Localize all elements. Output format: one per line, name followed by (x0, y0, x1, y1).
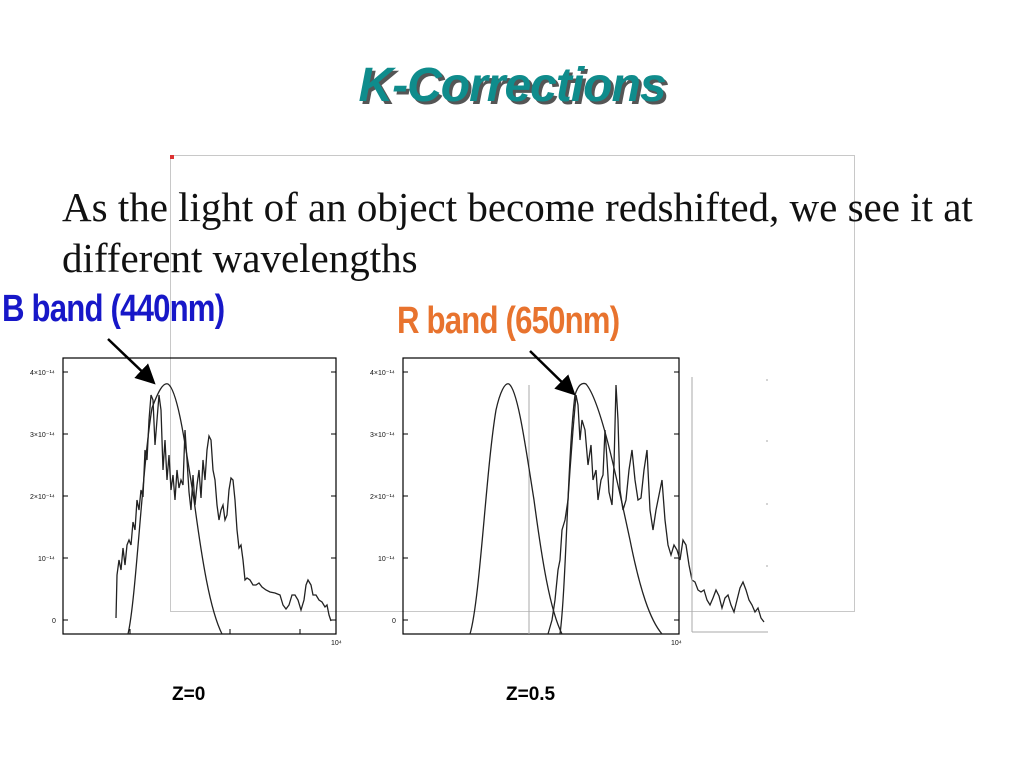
plot-z0: 4×10⁻¹⁴ 3×10⁻¹⁴ 2×10⁻¹⁴ 10⁻¹⁴ 0 10⁴ (30, 338, 342, 647)
plot-z05-r-filter-curve (559, 382, 663, 635)
z05-label: Z=0.5 (506, 684, 556, 705)
z0-label: Z=0 (172, 684, 206, 705)
b-band-arrow (107, 338, 156, 385)
embedded-object-icon (170, 155, 174, 159)
embedded-figure-frame (170, 155, 855, 612)
plot-z05-b-filter-curve (469, 383, 563, 635)
plot-z05-ytick-1: 10⁻¹⁴ (378, 556, 395, 563)
r-band-arrow (529, 350, 576, 396)
plot-z05-xtick: 10⁴ (671, 640, 682, 647)
plot-z0-xtick: 10⁴ (331, 640, 342, 647)
plot-z05-shifted-spectrum (547, 384, 765, 635)
plot-z0-ytick-4: 4×10⁻¹⁴ (30, 370, 55, 377)
plot-z0-frame (62, 357, 337, 635)
embedded-plot-edge (691, 377, 768, 633)
plot-z05-ytick-3: 3×10⁻¹⁴ (370, 432, 395, 439)
plot-z0-ytick-0: 0 (52, 618, 56, 625)
plot-z0-ytick-3: 3×10⁻¹⁴ (30, 432, 55, 439)
plot-z0-ytick-2: 2×10⁻¹⁴ (30, 494, 55, 501)
plot-z0-spectrum (115, 394, 332, 622)
plot-z05: 4×10⁻¹⁴ 3×10⁻¹⁴ 2×10⁻¹⁴ 10⁻¹⁴ 0 10⁴ (370, 350, 765, 647)
plot-z0-ytick-1: 10⁻¹⁴ (38, 556, 55, 563)
plot-z05-ytick-0: 0 (392, 618, 396, 625)
slide-body-text: As the light of an object become redshif… (62, 184, 973, 281)
plot-z0-filter-curve (127, 383, 223, 635)
b-band-label: B band (440nm) (2, 288, 225, 330)
plot-z05-ytick-4: 4×10⁻¹⁴ (370, 370, 395, 377)
slide-title: K-Corrections (358, 59, 666, 112)
plot-z05-ytick-2: 2×10⁻¹⁴ (370, 494, 395, 501)
r-band-label: R band (650nm) (397, 300, 620, 342)
